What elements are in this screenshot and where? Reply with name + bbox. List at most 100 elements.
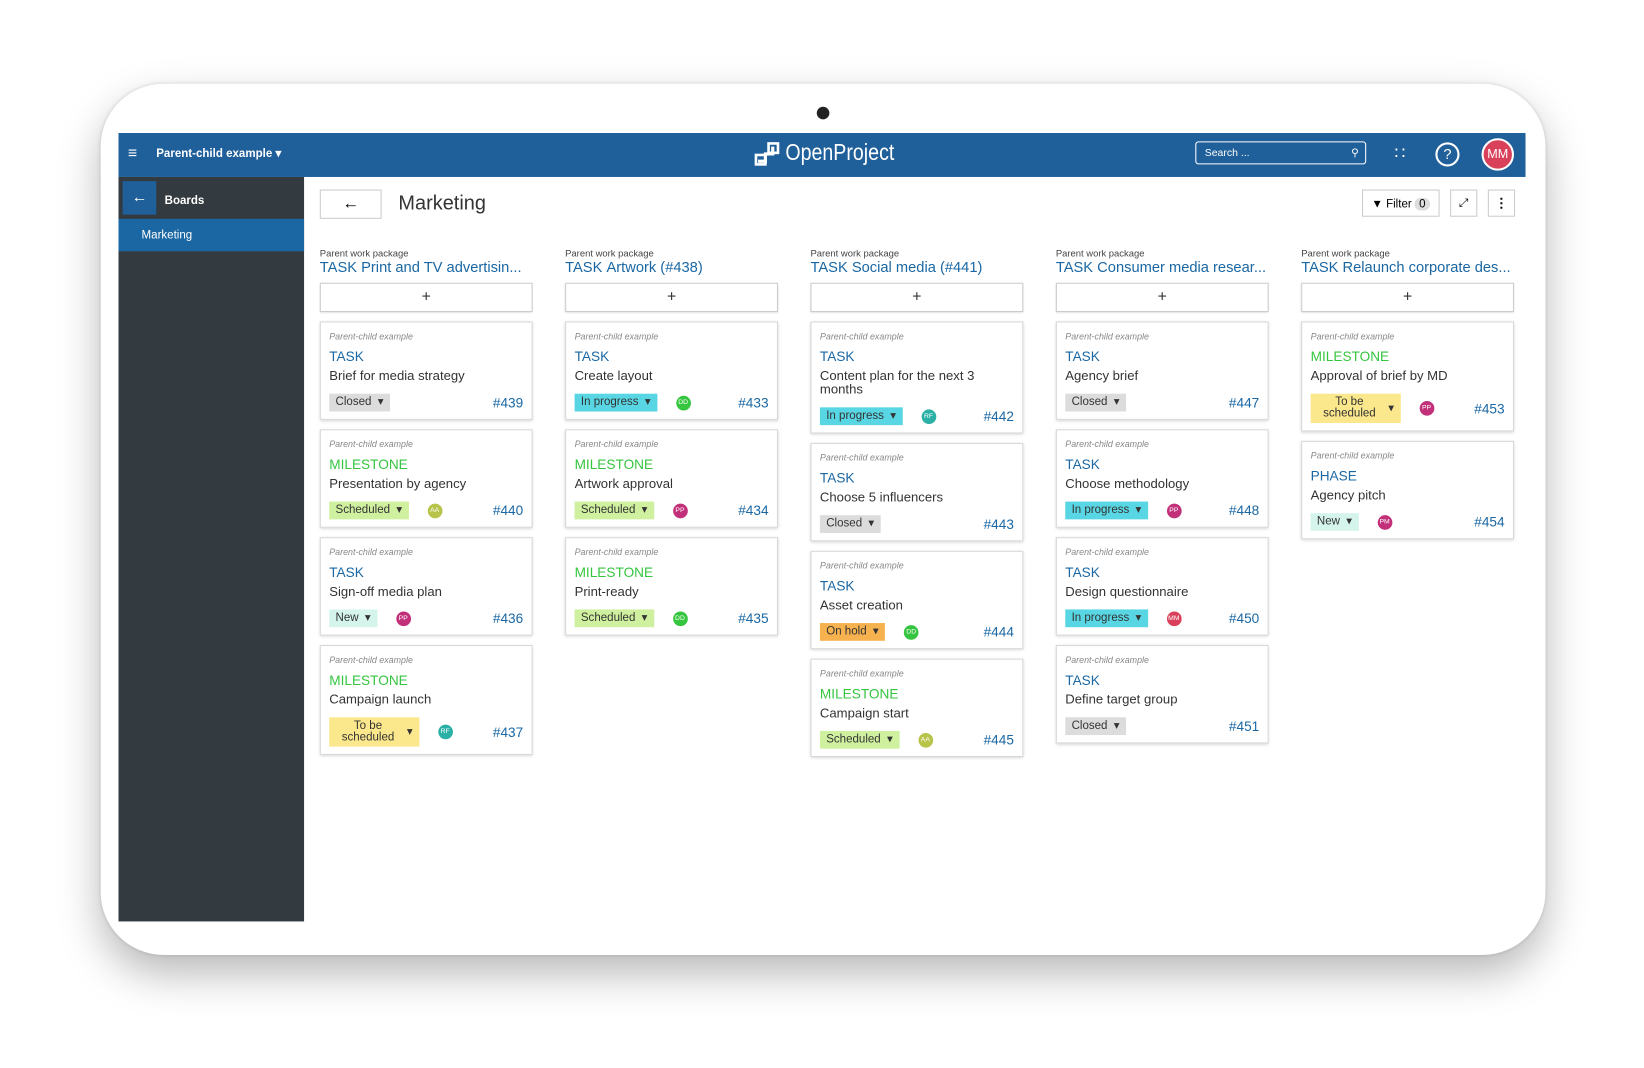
card-id[interactable]: #442 bbox=[983, 408, 1014, 425]
status-button[interactable]: Scheduled ▾ bbox=[574, 501, 654, 520]
card[interactable]: Parent-child example TASK Sign-off media p… bbox=[319, 537, 533, 636]
card-id[interactable]: #443 bbox=[983, 516, 1014, 532]
card-project: Parent-child example bbox=[1310, 330, 1395, 342]
add-card-button[interactable]: + bbox=[1055, 282, 1269, 313]
column-title[interactable]: TASK Relaunch corporate des... bbox=[1301, 259, 1514, 276]
filter-count: 0 bbox=[1414, 197, 1430, 211]
status-button[interactable]: To be scheduled ▾ bbox=[329, 717, 419, 747]
card-footer: In progress ▾ PP #448 bbox=[1065, 501, 1260, 520]
status-button[interactable]: New ▾ bbox=[329, 609, 377, 628]
add-card-button[interactable]: + bbox=[565, 282, 778, 313]
card-project: Parent-child example bbox=[329, 546, 413, 558]
modules-icon[interactable]: ∷ bbox=[1394, 145, 1406, 164]
column-type: TASK bbox=[810, 258, 848, 276]
status-button[interactable]: New ▾ bbox=[1310, 513, 1359, 531]
status-label: Scheduled bbox=[826, 732, 881, 746]
status-button[interactable]: In progress ▾ bbox=[819, 407, 903, 426]
more-button[interactable]: ⋮ bbox=[1487, 189, 1516, 217]
card-id[interactable]: #453 bbox=[1474, 400, 1505, 417]
status-button[interactable]: Scheduled ▾ bbox=[819, 730, 900, 749]
card[interactable]: Parent-child example TASK Choose methodolo… bbox=[1055, 429, 1269, 528]
sidebar-item[interactable]: Marketing bbox=[118, 218, 305, 252]
card[interactable]: Parent-child example MILESTONE Artwork app… bbox=[565, 429, 778, 528]
board-column: Parent work package TASK Social media (#4… bbox=[810, 248, 1024, 758]
card[interactable]: Parent-child example TASK Choose 5 influen… bbox=[810, 442, 1024, 542]
card-id[interactable]: #434 bbox=[738, 502, 769, 519]
card-id[interactable]: #450 bbox=[1228, 610, 1260, 627]
status-label: In progress bbox=[1071, 503, 1130, 517]
column-title[interactable]: TASK Print and TV advertisin... bbox=[320, 259, 533, 276]
column-caption: Parent work package bbox=[565, 248, 654, 259]
card-id[interactable]: #444 bbox=[983, 624, 1014, 640]
card[interactable]: Parent-child example TASK Content plan for… bbox=[810, 321, 1024, 434]
back-button[interactable]: ← bbox=[122, 181, 157, 215]
card-project: Parent-child example bbox=[1310, 450, 1395, 461]
card-footer: New ▾ PP #436 bbox=[329, 609, 524, 628]
add-card-button[interactable]: + bbox=[319, 282, 533, 313]
status-button[interactable]: Closed ▾ bbox=[1065, 717, 1126, 736]
card-id[interactable]: #436 bbox=[492, 610, 524, 627]
user-avatar[interactable]: MM bbox=[1481, 138, 1515, 171]
status-button[interactable]: Closed ▾ bbox=[1065, 393, 1126, 412]
card[interactable]: Parent-child example TASK Brief for media … bbox=[319, 321, 533, 420]
card[interactable]: Parent-child example TASK Agency brief Clos… bbox=[1055, 321, 1269, 420]
card[interactable]: Parent-child example MILESTONE Campaign la… bbox=[319, 645, 533, 755]
card-id[interactable]: #445 bbox=[983, 731, 1014, 748]
status-button[interactable]: In progress ▾ bbox=[574, 393, 657, 412]
help-icon[interactable]: ? bbox=[1435, 142, 1460, 167]
card[interactable]: Parent-child example TASK Design questionn… bbox=[1055, 537, 1269, 636]
status-caret: ▾ bbox=[1135, 503, 1142, 517]
card-id[interactable]: #447 bbox=[1228, 394, 1260, 411]
card[interactable]: Parent-child example PHASE Agency pitch New… bbox=[1301, 440, 1515, 540]
column-title[interactable]: TASK Artwork (#438) bbox=[565, 259, 778, 276]
status-caret: ▾ bbox=[868, 517, 875, 530]
card-id[interactable]: #433 bbox=[738, 394, 769, 411]
card-id[interactable]: #435 bbox=[738, 610, 769, 627]
card-project: Parent-child example bbox=[329, 654, 413, 665]
status-button[interactable]: Closed ▾ bbox=[329, 393, 390, 412]
status-button[interactable]: Closed ▾ bbox=[819, 515, 881, 533]
card[interactable]: Parent-child example MILESTONE Campaign st… bbox=[810, 658, 1024, 758]
card-id[interactable]: #451 bbox=[1228, 718, 1260, 735]
search-placeholder: Search ... bbox=[1204, 147, 1250, 160]
card-subject: Approval of brief by MD bbox=[1310, 368, 1448, 384]
filter-button[interactable]: ▼ Filter 0 bbox=[1362, 189, 1440, 217]
column-title[interactable]: TASK Social media (#441) bbox=[810, 259, 1023, 276]
card[interactable]: Parent-child example MILESTONE Print-ready… bbox=[565, 537, 778, 636]
card[interactable]: Parent-child example MILESTONE Presentatio… bbox=[319, 429, 533, 528]
status-button[interactable]: In progress ▾ bbox=[1065, 501, 1148, 520]
status-button[interactable]: To be scheduled ▾ bbox=[1310, 393, 1401, 424]
board-back-button[interactable]: ← bbox=[319, 189, 382, 219]
card[interactable]: Parent-child example TASK Define target gr… bbox=[1055, 645, 1269, 744]
fullscreen-button[interactable]: ⤢ bbox=[1450, 189, 1478, 217]
status-button[interactable]: On hold ▾ bbox=[819, 623, 885, 641]
status-caret: ▾ bbox=[1388, 401, 1395, 415]
card[interactable]: Parent-child example TASK Asset creation On… bbox=[810, 550, 1024, 650]
search-box[interactable]: Search ... ⚲ bbox=[1195, 141, 1367, 165]
card-subject: Define target group bbox=[1065, 692, 1178, 707]
status-button[interactable]: Scheduled ▾ bbox=[574, 609, 654, 628]
status-button[interactable]: Scheduled ▾ bbox=[329, 501, 409, 520]
card-subject: Create layout bbox=[574, 368, 653, 384]
logo-icon bbox=[754, 142, 780, 166]
card-id[interactable]: #437 bbox=[492, 724, 524, 740]
add-card-button[interactable]: + bbox=[810, 282, 1024, 313]
add-card-button[interactable]: + bbox=[1301, 282, 1515, 313]
card-id[interactable]: #439 bbox=[492, 394, 524, 411]
column-title[interactable]: TASK Consumer media resear... bbox=[1056, 259, 1269, 276]
column-caption: Parent work package bbox=[1301, 248, 1390, 259]
card-id[interactable]: #448 bbox=[1228, 502, 1260, 519]
card[interactable]: Parent-child example MILESTONE Approval of… bbox=[1301, 321, 1515, 432]
card[interactable]: Parent-child example TASK Create layout In … bbox=[565, 321, 778, 420]
project-selector[interactable]: Parent-child example ▾ bbox=[156, 147, 282, 161]
status-caret: ▾ bbox=[396, 503, 403, 517]
card-footer: Closed ▾ #447 bbox=[1065, 393, 1260, 412]
card-project: Parent-child example bbox=[574, 330, 659, 342]
status-button[interactable]: In progress ▾ bbox=[1065, 609, 1148, 628]
logo-text: OpenProject bbox=[785, 139, 895, 166]
menu-icon[interactable]: ≡ bbox=[127, 144, 138, 163]
card-subject: Choose 5 influencers bbox=[819, 490, 944, 505]
card-id[interactable]: #454 bbox=[1474, 514, 1505, 530]
card-id[interactable]: #440 bbox=[492, 502, 524, 519]
sidebar-item-label: Marketing bbox=[141, 229, 193, 242]
